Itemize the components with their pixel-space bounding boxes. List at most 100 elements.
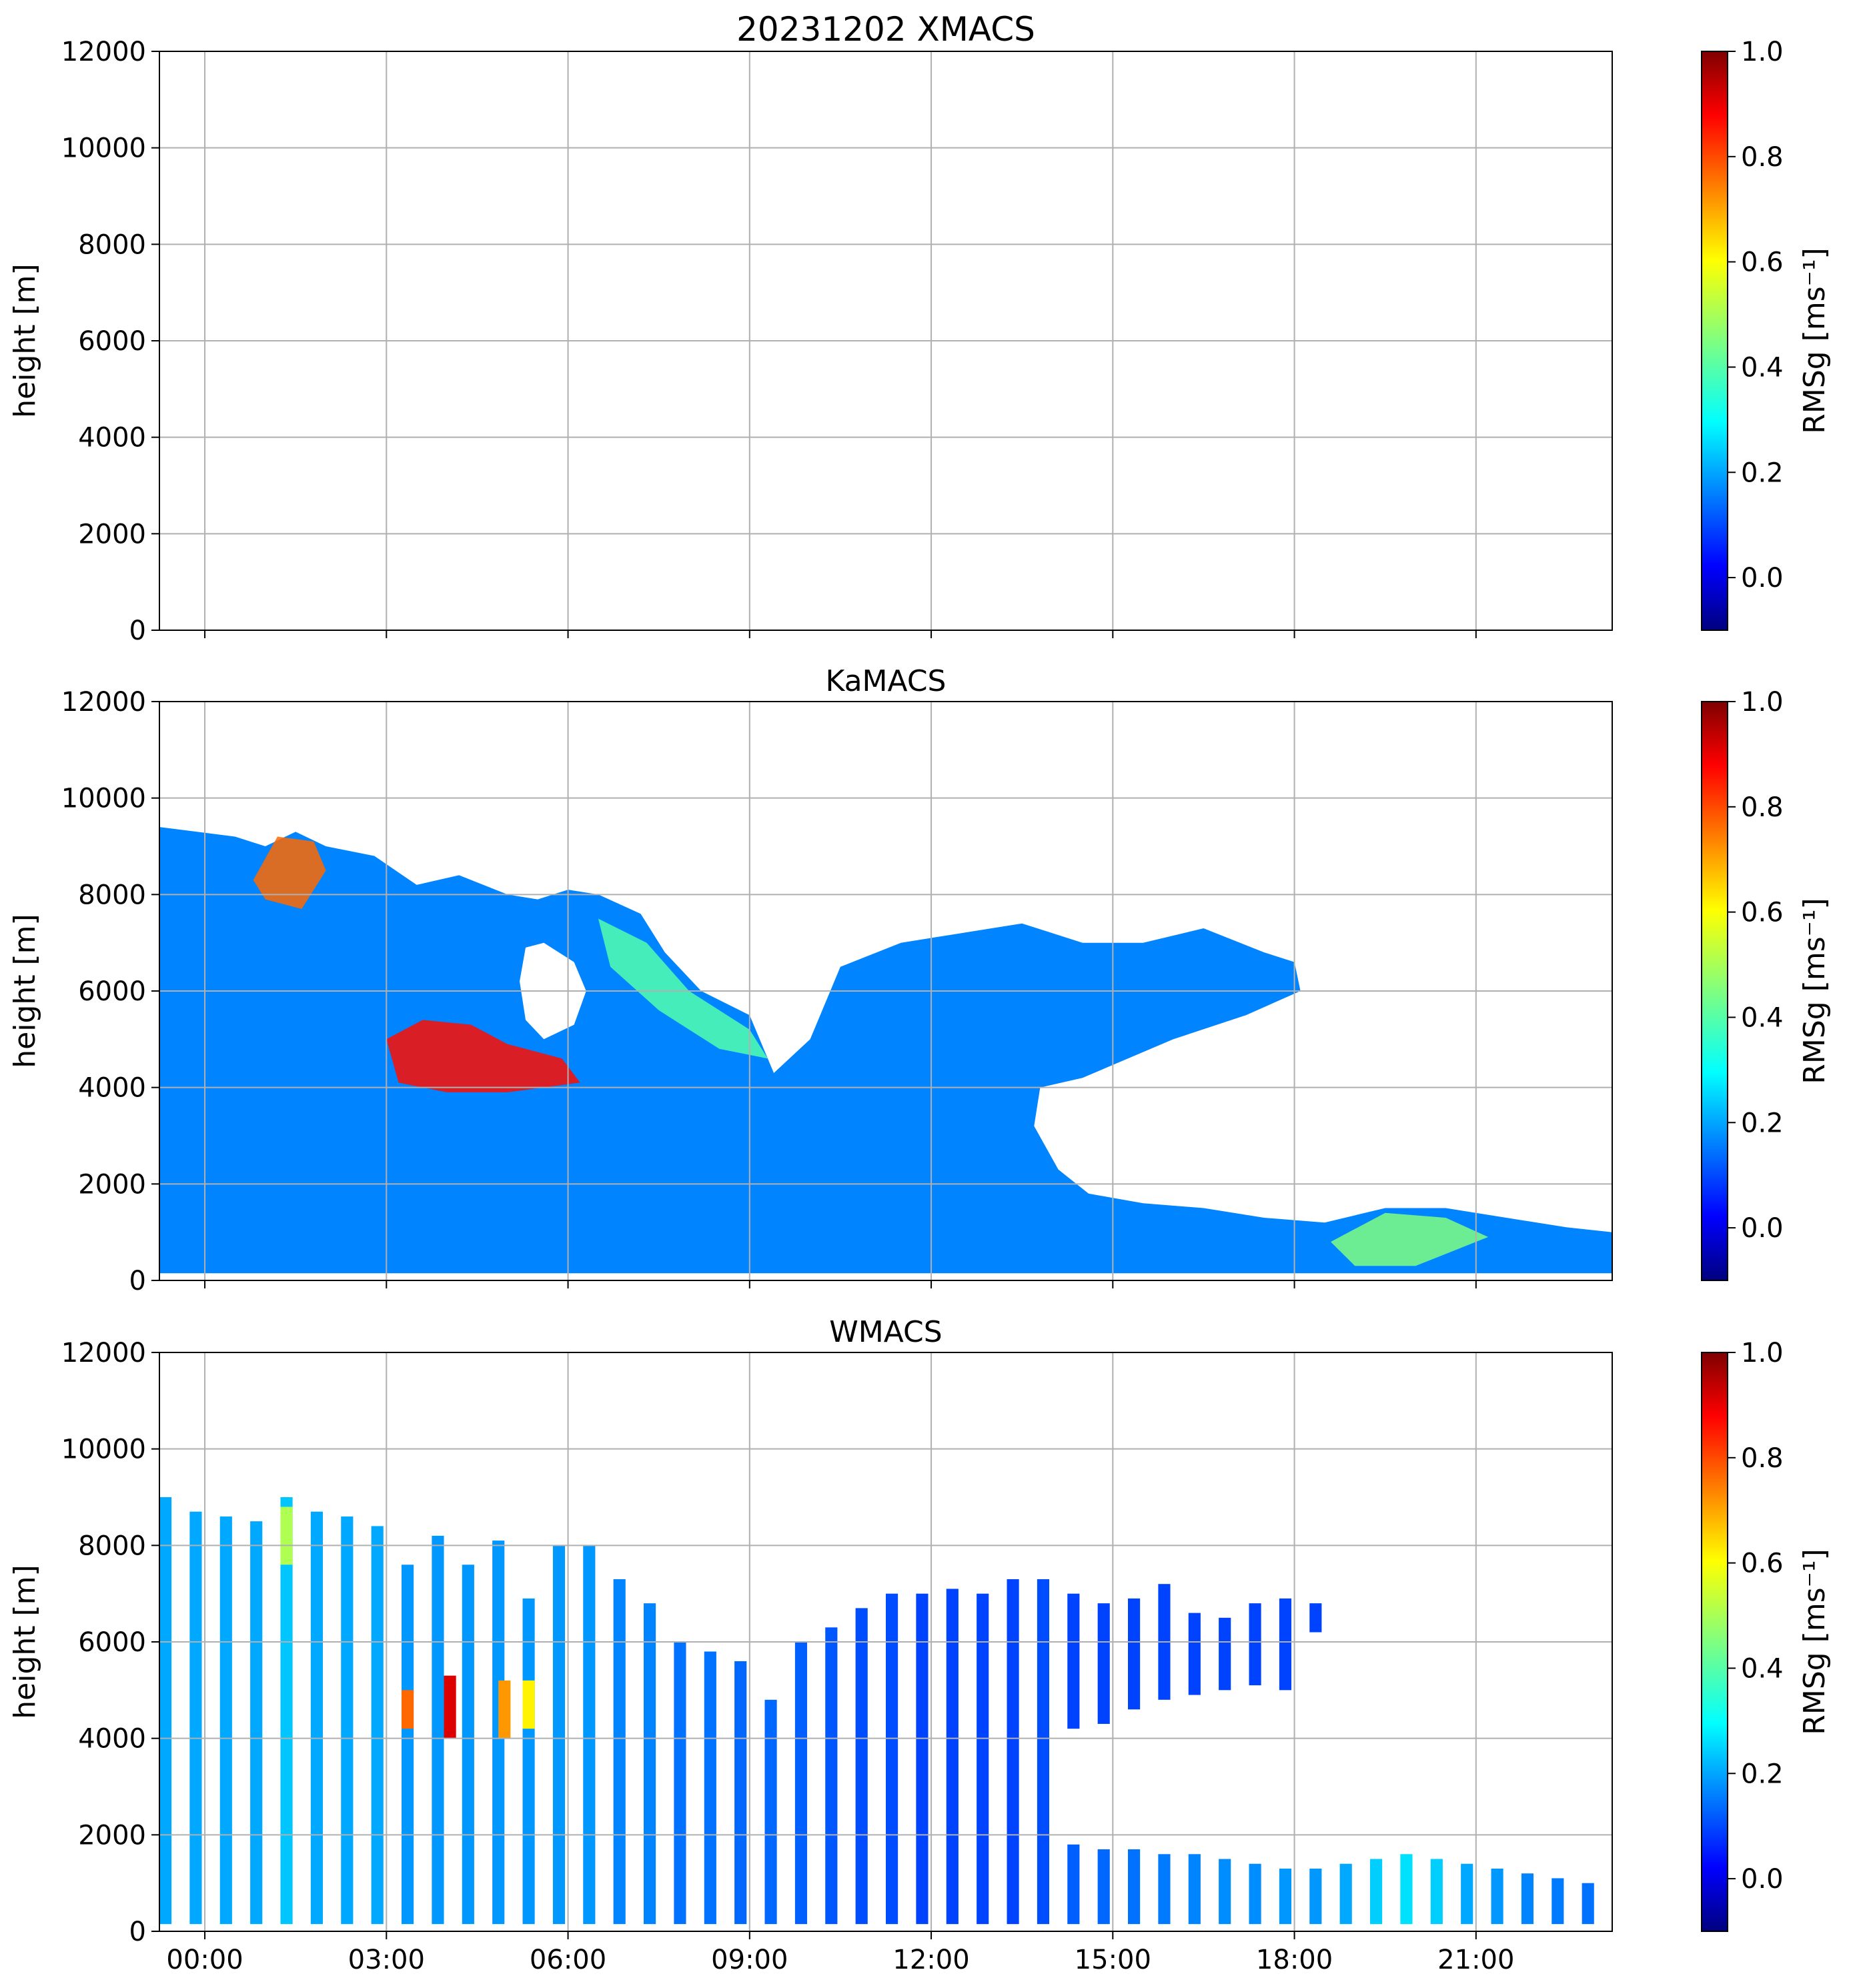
y-tick-label: 10000: [61, 1434, 146, 1465]
panel-kamacs: 0 2000 4000 6000 8000 10000 12000 height [m] KaM…: [8, 664, 1832, 1296]
colorbar-tick-label: 0.8: [1741, 792, 1784, 823]
y-tick-label: 10000: [61, 784, 146, 814]
radar-column: [1007, 1579, 1019, 1925]
y-axis-label: height [m]: [8, 1565, 42, 1719]
y-axis-label: height [m]: [8, 914, 42, 1068]
x-tick-label: 12:00: [892, 1945, 969, 1975]
turbulence-hot-spot: [444, 1675, 456, 1739]
radar-column: [764, 1699, 777, 1925]
radar-column: [402, 1565, 414, 1925]
radar-column: [280, 1497, 293, 1925]
cloud-region: [253, 836, 326, 909]
radar-column-upper: [1067, 1593, 1080, 1729]
data-layer: [159, 1497, 1594, 1925]
radar-column: [886, 1593, 898, 1925]
data-layer: [159, 827, 1612, 1274]
x-tick-label: 06:00: [530, 1945, 606, 1975]
x-tick-label: 18:00: [1256, 1945, 1333, 1975]
radar-column: [552, 1545, 566, 1925]
colorbar-tick-label: 0.0: [1741, 563, 1784, 594]
y-tick-label: 4000: [78, 1724, 146, 1755]
radar-column-upper: [1097, 1603, 1110, 1724]
y-tick-label: 4000: [78, 1073, 146, 1104]
y-tick-label: 12000: [61, 687, 146, 718]
panel-title: WMACS: [829, 1315, 942, 1349]
colorbar-tick-label: 1.0: [1741, 687, 1784, 718]
x-tick-label: 03:00: [348, 1945, 425, 1975]
radar-column-upper: [1309, 1603, 1322, 1633]
radar-column: [855, 1608, 868, 1925]
y-tick-label: 12000: [61, 37, 146, 67]
radar-column: [644, 1603, 656, 1925]
radar-column: [613, 1579, 626, 1925]
turbulence-hot-spot: [402, 1690, 414, 1729]
x-tick-label: 15:00: [1075, 1945, 1151, 1975]
radar-column: [1370, 1859, 1383, 1925]
radar-column: [1097, 1849, 1110, 1925]
radar-column-upper: [1188, 1613, 1201, 1695]
radar-column: [734, 1661, 747, 1925]
colorbar-tick-label: 0.6: [1741, 247, 1784, 278]
colorbar-tick-label: 0.0: [1741, 1213, 1784, 1244]
radar-column: [1219, 1859, 1231, 1925]
y-tick-label: 10000: [61, 133, 146, 164]
colorbar-tick-label: 0.4: [1741, 1653, 1784, 1684]
radar-column-upper: [1128, 1598, 1141, 1710]
radar-column: [1582, 1883, 1594, 1925]
radar-column: [674, 1642, 686, 1925]
radar-column: [1128, 1849, 1141, 1925]
radar-column: [704, 1651, 716, 1925]
radar-column: [219, 1516, 232, 1925]
cloud-region: [386, 1020, 580, 1092]
radar-column: [946, 1589, 959, 1925]
x-tick-label: 21:00: [1437, 1945, 1514, 1975]
radar-column: [1309, 1868, 1322, 1925]
y-tick-label: 6000: [78, 1627, 146, 1658]
panel-xmacs: 0 2000 4000 6000 8000 10000 12000 height [m] 202…: [8, 10, 1832, 646]
radar-column: [1521, 1873, 1534, 1925]
y-tick-label: 0: [129, 1917, 146, 1947]
radar-column: [1491, 1868, 1503, 1925]
x-tick-label: 09:00: [711, 1945, 788, 1975]
radar-column: [977, 1593, 989, 1925]
colorbar-tick-label: 0.4: [1741, 352, 1784, 383]
radar-column: [522, 1598, 535, 1925]
cloud-region: [1331, 1212, 1488, 1266]
radar-column-upper: [1219, 1617, 1231, 1691]
panel-wmacs: 0 2000 4000 6000 8000 10000 12000 00:00 03:00 06:…: [8, 1315, 1832, 1975]
panel-title: 20231202 XMACS: [736, 10, 1035, 49]
grid: [159, 702, 1612, 1280]
turbulence-hot-spot: [522, 1680, 535, 1729]
colorbar-tick-label: 0.2: [1741, 1108, 1784, 1138]
radar-column: [916, 1593, 929, 1925]
colorbar-tick-label: 0.8: [1741, 1443, 1784, 1474]
radar-column: [310, 1511, 324, 1925]
y-tick-label: 0: [129, 616, 146, 646]
radar-column: [1552, 1878, 1564, 1925]
y-tick-label: 8000: [78, 880, 146, 910]
colorbar-tick-label: 0.2: [1741, 1759, 1784, 1789]
radar-column: [1158, 1854, 1171, 1925]
y-tick-label: 2000: [78, 1169, 146, 1200]
radar-column: [1400, 1854, 1413, 1925]
radar-column: [1067, 1844, 1080, 1925]
y-tick-label: 12000: [61, 1338, 146, 1368]
radar-column: [371, 1526, 384, 1925]
radar-column: [1461, 1863, 1473, 1925]
colorbar-label: RMSg [ms⁻¹]: [1798, 898, 1832, 1084]
radar-column: [1339, 1863, 1352, 1925]
grid: [159, 51, 1612, 630]
colorbar-tick-label: 0.2: [1741, 457, 1784, 488]
radar-column: [1430, 1859, 1443, 1925]
colorbar-tick-label: 0.8: [1741, 142, 1784, 173]
colorbar-label: RMSg [ms⁻¹]: [1798, 1549, 1832, 1735]
colorbar-tick-label: 0.6: [1741, 898, 1784, 928]
colorbar-label: RMSg [ms⁻¹]: [1798, 247, 1832, 433]
cloud-region: [159, 827, 1612, 1274]
y-tick-label: 2000: [78, 1820, 146, 1851]
radar-column: [250, 1521, 263, 1925]
y-tick-label: 2000: [78, 519, 146, 550]
radar-column: [794, 1642, 808, 1925]
colorbar: [1701, 1352, 1728, 1932]
radar-column: [1249, 1863, 1261, 1925]
